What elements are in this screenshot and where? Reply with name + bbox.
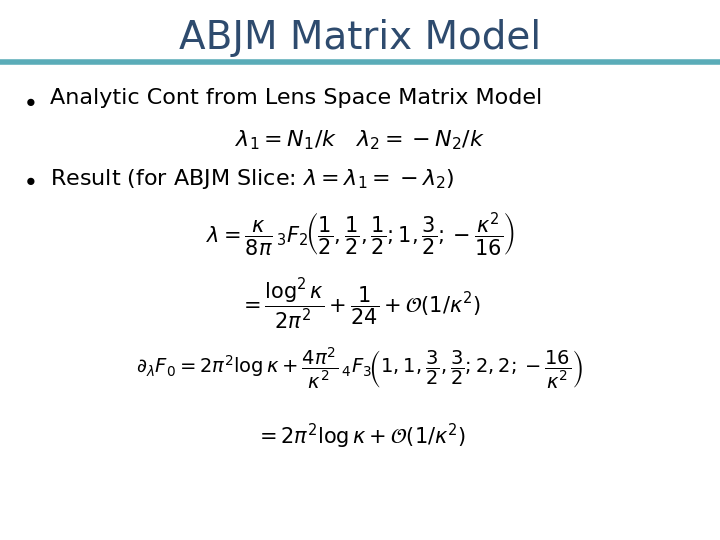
Text: $\lambda = \dfrac{\kappa}{8\pi}\,{}_{3}F_{2}\!\left(\dfrac{1}{2},\dfrac{1}{2},\d: $\lambda = \dfrac{\kappa}{8\pi}\,{}_{3}F… (205, 210, 515, 256)
Text: $= \dfrac{\log^2\kappa}{2\pi^2} + \dfrac{1}{24} + \mathcal{O}(1/\kappa^2)$: $= \dfrac{\log^2\kappa}{2\pi^2} + \dfrac… (239, 276, 481, 332)
Text: $\lambda_1 = N_1/k \quad \lambda_2 = -N_2/k$: $\lambda_1 = N_1/k \quad \lambda_2 = -N_… (235, 129, 485, 152)
Text: $\bullet$: $\bullet$ (22, 89, 35, 113)
Text: $= 2\pi^2\log\kappa + \mathcal{O}(1/\kappa^2)$: $= 2\pi^2\log\kappa + \mathcal{O}(1/\kap… (255, 422, 465, 451)
Text: $\bullet$: $\bullet$ (22, 168, 35, 192)
Text: ABJM Matrix Model: ABJM Matrix Model (179, 19, 541, 57)
Text: Result (for ABJM Slice: $\lambda = \lambda_1 = -\lambda_2$): Result (for ABJM Slice: $\lambda = \lamb… (50, 167, 455, 191)
Text: $\partial_\lambda F_0 = 2\pi^2\log\kappa + \dfrac{4\pi^2}{\kappa^2}\,{}_{4}F_{3}: $\partial_\lambda F_0 = 2\pi^2\log\kappa… (136, 346, 584, 391)
Text: Analytic Cont from Lens Space Matrix Model: Analytic Cont from Lens Space Matrix Mod… (50, 88, 543, 108)
